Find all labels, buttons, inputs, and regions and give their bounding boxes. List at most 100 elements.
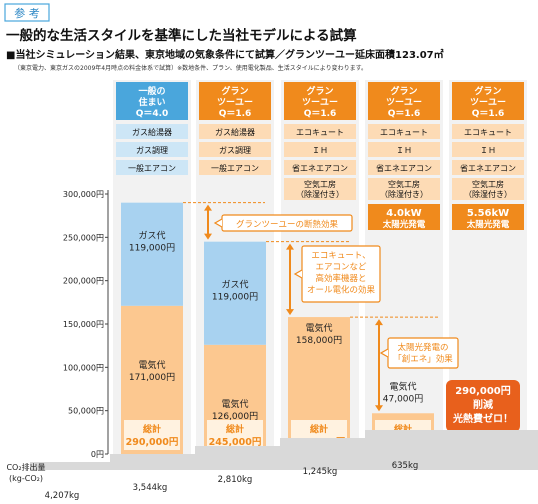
total-value: 245,000円 [209,437,262,448]
bar-gas [204,241,266,345]
y-tick-label: 300,000円 [63,190,104,199]
annotation-text: グランツーユーの断熱効果 [236,219,339,230]
solar-capacity: 4.0kW [386,208,421,219]
feature-label-box [452,124,524,139]
feature-label: ガス給湯器 [132,127,172,137]
savings-callout [446,380,520,432]
feature-label: 一般エアコン [211,163,259,173]
y-tick-label: 100,000円 [63,363,104,372]
savings-callout-text: 290,000円 [455,385,511,397]
y-tick-label: 0円 [91,450,104,459]
total-box [124,420,180,450]
column-header-label: 住まい [138,96,165,108]
column-header [452,82,524,120]
feature-label-box [116,160,188,175]
co2-ribbon-step [365,430,538,438]
feature-label: エコキュート [464,128,512,137]
annotation-arrow-down [286,309,294,316]
column-header-label: ツーユー [470,97,506,108]
feature-extra-box [452,178,524,200]
co2-value: 2,810kg [218,475,253,485]
annotation-pointer [379,348,389,358]
column-header [368,82,440,120]
bar-electricity-label: 電気代 [305,322,332,334]
annotation-pointer [213,218,223,228]
column-header-label: ツーユー [217,97,253,108]
feature-label: 省エネエアコン [460,163,516,173]
co2-ribbon-step [110,454,538,462]
savings-callout-text: 削減 [473,398,493,411]
annotation-arrow-up [375,319,383,326]
co2-value: 1,245kg [303,467,338,477]
feature-label-box [368,142,440,157]
column-header-label: Q＝1.6 [388,109,421,119]
bar-electricity-label: 171,000円 [129,372,175,383]
co2-title: CO₂排出量 [6,462,45,472]
annotation-text: エコキュート、 [311,251,370,261]
solar-capacity: 5.56kW [467,208,509,219]
savings-callout-text: 光熱費ゼロ！ [452,412,513,425]
co2-ribbon-step [195,446,538,454]
annotation-arrow-down [204,233,212,240]
annotation-text: 「創エネ」効果 [393,354,453,365]
page-subtitle: ■当社シミュレーション結果、東京地域の気象条件にて試算／グランツーユー延床面積1… [6,48,444,61]
column-header-label: ツーユー [386,97,422,108]
page-note: （東京電力、東京ガスの2009年4月時点の料金体系で試算）※数地条件、プラン、使… [14,64,367,72]
reference-badge-label: 参 考 [14,6,40,20]
solar-label: 太陽光発電 [466,219,510,230]
bar-electricity-label: 158,000円 [296,335,342,346]
bar-electricity-label: 電気代 [221,398,248,410]
co2-value: 635kg [392,461,419,471]
feature-label: エコキュート [296,128,344,137]
feature-label-box [116,124,188,139]
feature-label-box [199,124,271,139]
reference-badge [4,3,50,22]
column-header [284,82,356,120]
bar-gas-label: ガス代 [138,231,165,242]
column-header-label: Q＝1.6 [472,109,505,119]
annotation-text: 太陽光発電の [397,342,448,353]
feature-label: 省エネエアコン [376,163,432,173]
column-header-label: Q＝1.6 [219,109,252,119]
feature-label-box [199,142,271,157]
feature-extra-label: （除湿付き） [464,189,512,199]
feature-extra-label: 空気工房 [304,179,336,189]
column-header-label: 一般の [138,85,165,97]
feature-label: ガス調理 [219,145,251,155]
feature-extra-box [368,178,440,200]
column-header-label: グラン [306,85,333,97]
annotation-arrow-down [375,405,383,412]
bar-electricity-label: 126,000円 [212,411,258,422]
total-box [207,420,263,450]
annotation-arrow-up [204,204,212,211]
bar-gas-label: 119,000円 [212,292,258,303]
annotation-pointer [293,269,303,279]
page-title: 一般的な生活スタイルを基準にした当社モデルによる試算 [6,27,357,44]
feature-label-box [368,160,440,175]
feature-label-box [452,142,524,157]
feature-extra-label: （除湿付き） [380,189,428,199]
co2-ribbon-step [30,462,538,470]
column-header [116,82,188,120]
feature-extra-label: 空気工房 [472,179,504,189]
y-tick-label: 50,000円 [68,407,104,416]
y-tick-label: 250,000円 [63,233,104,242]
column-header [199,82,271,120]
feature-label-box [284,160,356,175]
feature-label: 省エネエアコン [292,163,348,173]
feature-label: ＩＨ [312,146,328,155]
feature-label: ＩＨ [480,146,496,155]
solar-box [368,204,440,230]
total-caption: 総計 [226,423,244,435]
total-value: 290,000円 [126,437,179,448]
feature-label: ＩＨ [396,146,412,155]
feature-extra-label: 空気工房 [388,179,420,189]
co2-value: 4,207kg [45,491,80,501]
bar-gas [121,202,183,306]
column-header-label: Q＝1.6 [304,109,337,119]
feature-label-box [116,142,188,157]
column-header-label: グラン [390,85,417,97]
feature-label-box [199,160,271,175]
annotation-arrow-up [286,243,294,250]
